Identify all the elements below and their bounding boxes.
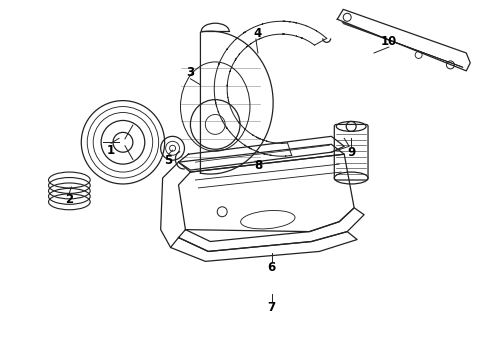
Text: 4: 4 (254, 27, 262, 40)
Text: 7: 7 (268, 301, 276, 314)
Text: 1: 1 (107, 144, 115, 157)
Text: 8: 8 (254, 159, 262, 172)
Text: 6: 6 (268, 261, 276, 274)
Text: 9: 9 (347, 146, 355, 159)
Text: 2: 2 (65, 193, 74, 206)
Text: 10: 10 (381, 35, 397, 48)
Text: 3: 3 (186, 66, 195, 79)
FancyBboxPatch shape (334, 125, 368, 180)
Text: 5: 5 (165, 154, 172, 167)
